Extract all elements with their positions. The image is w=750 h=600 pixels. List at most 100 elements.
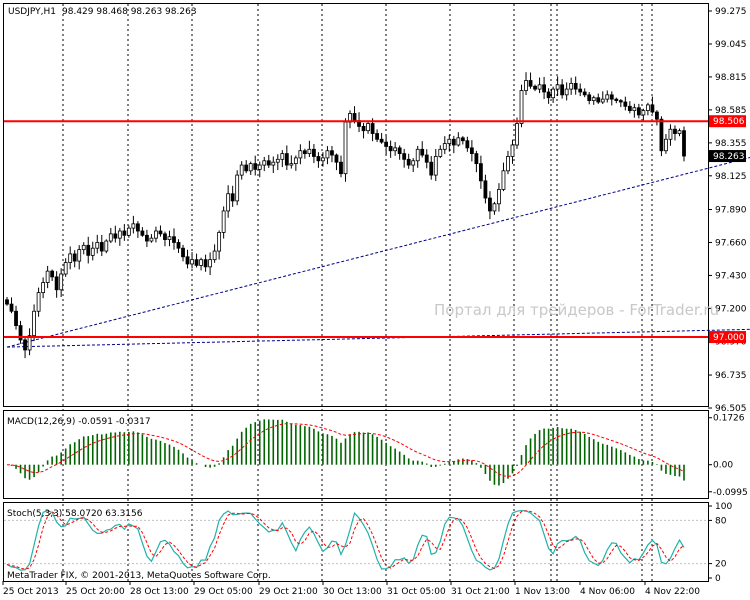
candle-body-70 bbox=[321, 157, 325, 162]
macd-tick-label-0: 0.1726 bbox=[713, 414, 745, 424]
candle-body-107 bbox=[488, 197, 492, 212]
candle-body-102 bbox=[465, 140, 470, 149]
candle-body-95 bbox=[433, 156, 438, 176]
candle-body-150 bbox=[682, 130, 686, 157]
candle-body-60 bbox=[275, 158, 280, 163]
candle-body-77 bbox=[352, 113, 357, 122]
candle-body-61 bbox=[280, 153, 285, 160]
candle-body-129 bbox=[587, 94, 592, 101]
candle-body-71 bbox=[325, 150, 330, 159]
price-tick-label-12: 96.505 bbox=[715, 404, 747, 414]
candle-body-63 bbox=[289, 163, 294, 166]
candle-body-148 bbox=[673, 128, 677, 134]
candle-body-74 bbox=[339, 161, 343, 175]
candle-body-68 bbox=[312, 148, 316, 157]
candle-body-0 bbox=[5, 299, 9, 305]
candle-body-116 bbox=[528, 80, 533, 87]
horizontal-levels bbox=[4, 120, 708, 339]
candle-body-12 bbox=[59, 273, 64, 291]
candle-body-85 bbox=[388, 146, 393, 152]
candle-body-49 bbox=[226, 193, 231, 212]
copyright-text: MetaTrader FIX, © 2001-2013, MetaQuotes … bbox=[7, 571, 271, 581]
price-tag-bg-level_high bbox=[709, 115, 746, 128]
candle-body-42 bbox=[194, 259, 199, 266]
candle-body-122 bbox=[555, 84, 560, 90]
candle-body-17 bbox=[81, 244, 86, 251]
candle-body-45 bbox=[208, 259, 213, 268]
candle-body-143 bbox=[650, 104, 655, 113]
candle-body-96 bbox=[438, 148, 443, 157]
candle-body-64 bbox=[293, 157, 298, 165]
candle-body-89 bbox=[406, 158, 411, 166]
candle-body-141 bbox=[641, 110, 646, 116]
candle-body-103 bbox=[469, 147, 474, 155]
price-tick-label-9: 97.200 bbox=[715, 304, 747, 314]
candle-body-113 bbox=[515, 123, 519, 146]
time-tick-label-1: 25 Oct 20:00 bbox=[66, 587, 125, 597]
candle-body-104 bbox=[474, 153, 479, 165]
candle-body-114 bbox=[519, 90, 524, 124]
price-tick-label-1: 99.045 bbox=[715, 40, 747, 50]
candle-body-43 bbox=[199, 259, 203, 266]
candle-body-40 bbox=[185, 256, 190, 265]
price-tick-label-3: 98.585 bbox=[715, 106, 747, 116]
macd-series bbox=[6, 419, 685, 486]
candle-body-23 bbox=[108, 233, 113, 242]
time-tick-label-2: 28 Oct 13:00 bbox=[130, 587, 189, 597]
candle-body-41 bbox=[190, 259, 194, 265]
candle-body-75 bbox=[343, 121, 348, 175]
stoch-tick-label-2: 20 bbox=[715, 560, 727, 570]
candle-body-94 bbox=[429, 161, 434, 176]
candle-body-138 bbox=[627, 105, 632, 112]
candle-body-1 bbox=[9, 303, 14, 312]
candle-body-97 bbox=[442, 143, 447, 150]
stoch-tick-label-3: 0 bbox=[715, 574, 721, 584]
candle-body-111 bbox=[506, 156, 510, 172]
candle-body-147 bbox=[668, 128, 673, 140]
price-tag-level_high: 98.506 bbox=[713, 117, 745, 127]
price-axis: 99.275 99.045 98.815 98.585 98.355 98.125 97.8… bbox=[708, 7, 748, 584]
stoch-tick-label-1: 80 bbox=[715, 516, 727, 526]
candle-body-53 bbox=[244, 164, 249, 172]
candle-body-56 bbox=[257, 164, 262, 170]
candle-body-11 bbox=[54, 276, 59, 291]
candle-body-25 bbox=[117, 230, 122, 239]
candle-body-26 bbox=[122, 230, 127, 236]
price-tick-label-2: 98.815 bbox=[715, 73, 747, 83]
candle-body-109 bbox=[497, 189, 501, 205]
time-tick-label-10: 4 Nov 22:00 bbox=[645, 587, 700, 597]
time-tick-label-8: 1 Nov 13:00 bbox=[515, 587, 570, 597]
candle-body-35 bbox=[163, 233, 167, 240]
stoch-main-line bbox=[6, 509, 685, 571]
candle-body-132 bbox=[600, 98, 605, 103]
candle-body-52 bbox=[239, 164, 244, 176]
candle-body-7 bbox=[36, 292, 41, 312]
candle-body-128 bbox=[582, 91, 587, 96]
candle-body-14 bbox=[68, 253, 73, 263]
macd-signal-line bbox=[6, 423, 685, 477]
watermark-text: Портал для трейдеров - ForTrader.ru bbox=[434, 301, 719, 319]
candle-body-112 bbox=[510, 144, 515, 157]
candle-body-54 bbox=[248, 163, 253, 172]
candle-body-90 bbox=[411, 160, 416, 166]
candle-body-19 bbox=[90, 247, 95, 256]
candle-body-27 bbox=[126, 227, 131, 236]
candle-body-59 bbox=[271, 161, 276, 166]
candle-body-22 bbox=[104, 240, 109, 252]
candle-body-100 bbox=[456, 137, 461, 146]
stoch-signal-line bbox=[6, 510, 685, 570]
macd-title: MACD(12,26,9) -0.0591 -0.0317 bbox=[7, 417, 151, 427]
candle-body-125 bbox=[569, 82, 574, 90]
candle-body-93 bbox=[424, 154, 429, 163]
candle-body-47 bbox=[217, 232, 222, 252]
candle-body-123 bbox=[560, 84, 565, 96]
price-tag-level_low: 97.000 bbox=[713, 333, 745, 343]
candle-body-37 bbox=[172, 236, 176, 243]
candle-body-79 bbox=[361, 125, 366, 132]
stoch-tick-label-0: 100 bbox=[715, 502, 732, 512]
candle-body-99 bbox=[451, 138, 456, 146]
candle-body-67 bbox=[307, 148, 312, 155]
main-pane-frame bbox=[3, 3, 709, 407]
trend-line-0 bbox=[6, 157, 750, 348]
